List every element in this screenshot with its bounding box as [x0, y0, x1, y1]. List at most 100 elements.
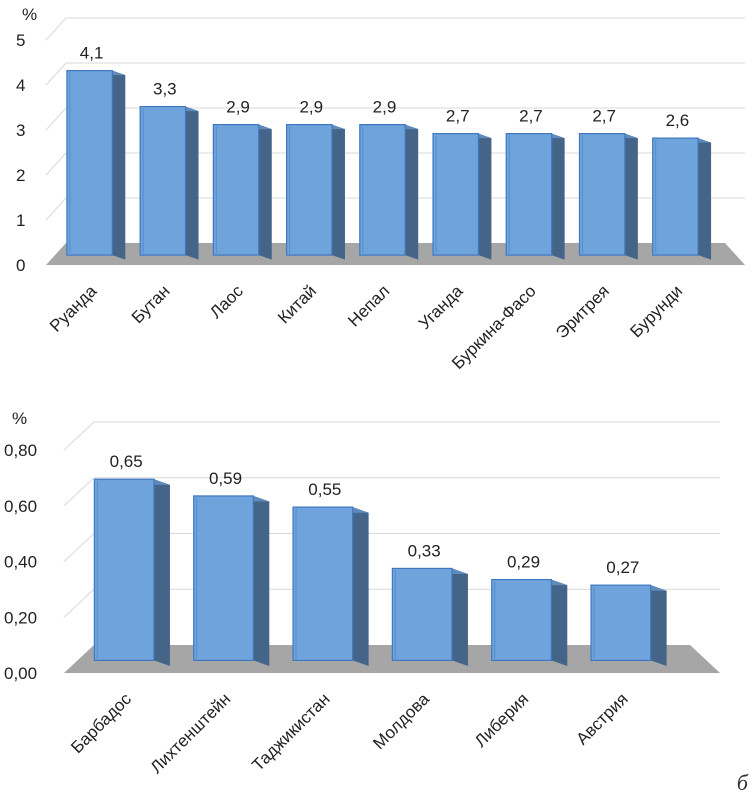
bar-front	[590, 584, 652, 661]
bar-side	[352, 507, 369, 666]
y-tick-label: 4	[16, 76, 25, 95]
category-label: Бутан	[128, 281, 174, 327]
bar-side	[405, 124, 419, 260]
chart-bottom: 0,00 0,20 0,40 0,60 0,80% 0,65 Барбадос 0,59 Лих…	[0, 400, 754, 800]
bar	[491, 578, 568, 666]
grid-line-diagonal	[45, 107, 67, 131]
data-label: 2,7	[592, 107, 616, 126]
bar	[505, 133, 565, 260]
bar-side	[112, 70, 126, 260]
y-tick-label: 0,80	[4, 441, 37, 460]
bar-front	[359, 123, 406, 256]
y-tick-label: 2	[16, 166, 25, 185]
bar	[578, 133, 638, 260]
data-label: 2,9	[373, 98, 397, 117]
category-label: Китай	[274, 281, 320, 327]
category-label: Руанда	[46, 281, 101, 336]
bar-side	[698, 138, 712, 260]
bar	[139, 105, 199, 260]
data-label: 0,27	[606, 558, 639, 577]
chart-top-svg: 0 1 2 3 4 5% 4,1 Руанда 3,3 Бутан 2,9 Лаос 2,9 Китай 2…	[16, 5, 745, 373]
y-tick-label: 0,00	[4, 664, 37, 683]
y-tick-label: 5	[16, 31, 25, 50]
bar-side	[331, 124, 345, 260]
bar-front	[139, 105, 187, 256]
category-label: Эритрея	[552, 281, 613, 342]
bar	[652, 137, 712, 260]
bar	[193, 495, 270, 666]
category-label: Уганда	[415, 281, 467, 333]
bar-side	[258, 124, 272, 260]
bar-side	[478, 133, 492, 260]
grid-line-diagonal	[63, 588, 95, 618]
grid-line-diagonal	[45, 197, 67, 221]
y-unit-label: %	[12, 409, 27, 428]
bar-front	[432, 133, 480, 256]
bar-front	[505, 133, 553, 256]
bar	[391, 567, 468, 666]
bar	[93, 478, 170, 666]
bar-side	[451, 568, 468, 666]
bar-side	[624, 133, 638, 260]
bar-side	[551, 579, 568, 666]
grid-line-diagonal	[63, 421, 95, 451]
bar	[292, 506, 369, 666]
y-tick-label: 0	[16, 256, 25, 275]
grid-line-diagonal	[45, 62, 67, 86]
category-label: Либерия	[471, 689, 532, 750]
y-tick-label: 0,20	[4, 608, 37, 627]
grid-line-diagonal	[63, 477, 95, 507]
data-label: 2,7	[446, 107, 470, 126]
data-label: 0,65	[110, 452, 143, 471]
bar-side	[650, 585, 667, 666]
bar-front	[66, 69, 113, 256]
bar	[590, 584, 667, 666]
category-label: Таджикистан	[248, 689, 333, 774]
y-tick-label: 3	[16, 121, 25, 140]
bar-front	[292, 506, 354, 662]
bar-front	[578, 133, 626, 256]
panel-label: б	[736, 770, 748, 795]
data-label: 2,9	[226, 98, 250, 117]
bar	[285, 123, 345, 260]
data-label: 3,3	[153, 80, 177, 99]
bar	[359, 123, 419, 260]
bar-front	[652, 137, 699, 256]
data-label: 0,33	[408, 541, 441, 560]
y-unit-label: %	[22, 5, 37, 24]
y-tick-label: 1	[16, 211, 25, 230]
category-label: Непал	[344, 281, 393, 330]
y-tick-label: 0,60	[4, 497, 37, 516]
bar-side	[153, 479, 170, 666]
bar	[432, 133, 492, 260]
data-label: 0,59	[209, 469, 242, 488]
chart-top: 0 1 2 3 4 5% 4,1 Руанда 3,3 Бутан 2,9 Лаос 2,9 Китай 2…	[0, 0, 754, 380]
bar-front	[212, 123, 260, 256]
category-label: Бурунди	[626, 281, 686, 341]
data-label: 4,1	[80, 44, 104, 63]
category-label: Барбадос	[67, 689, 135, 757]
bar-front	[391, 567, 453, 662]
bar-front	[491, 578, 552, 662]
bar-side	[185, 106, 199, 260]
bar	[212, 123, 272, 260]
bar-front	[193, 495, 254, 661]
category-label: Лаос	[206, 281, 247, 322]
bar-side	[253, 495, 270, 666]
data-label: 0,55	[308, 480, 341, 499]
bar-front	[93, 478, 155, 662]
bar-front	[285, 123, 333, 256]
grid-line-diagonal	[45, 17, 67, 41]
category-label: Австрия	[573, 689, 632, 748]
data-label: 0,29	[507, 553, 540, 572]
bar	[66, 69, 126, 260]
bar-side	[551, 133, 565, 260]
chart-bottom-svg: 0,00 0,20 0,40 0,60 0,80% 0,65 Барбадос 0,59 Лих…	[4, 409, 720, 777]
grid-line-diagonal	[45, 152, 67, 176]
data-label: 2,7	[519, 107, 543, 126]
y-tick-label: 0,40	[4, 553, 37, 572]
category-label: Молдова	[369, 689, 433, 753]
data-label: 2,9	[299, 98, 323, 117]
grid-line-diagonal	[63, 533, 95, 562]
category-label: Лихтенштейн	[147, 689, 235, 777]
